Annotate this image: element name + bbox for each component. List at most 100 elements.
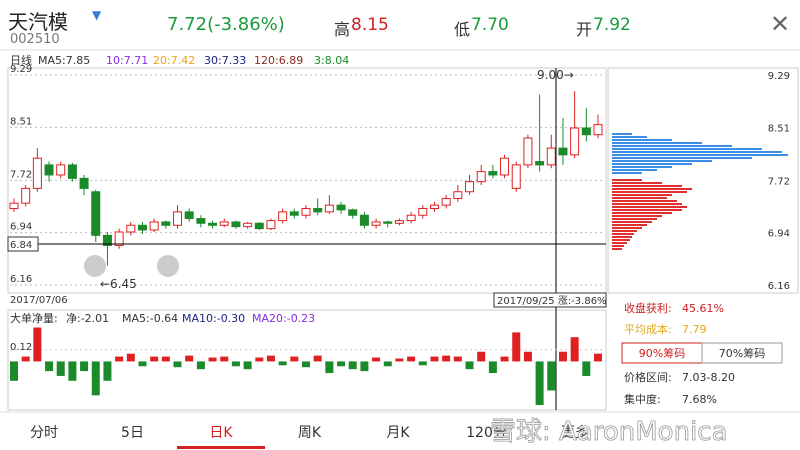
chip-profit [612,142,702,144]
chip-loss [612,239,630,241]
chip-profit [612,160,712,162]
chip-profit [612,172,642,174]
scroll-right[interactable] [157,255,179,277]
net-bar [477,351,486,362]
profit-value: 45.61% [682,302,724,315]
candle-body [219,221,229,226]
tab[interactable]: 月K [386,425,410,441]
chip-loss [612,227,642,229]
dropdown-icon[interactable]: ▼ [92,8,102,22]
chip-profit [612,151,782,153]
candle-body [535,161,545,166]
net-bar [453,356,462,362]
candle-body [581,127,591,136]
candle-body [488,171,498,176]
cost-value: 7.79 [682,323,707,336]
watermark: 雪球: AaronMonica [490,417,728,447]
y-tick-label-right: 9.29 [768,71,790,82]
net-bar [56,361,65,376]
candle-body [383,221,393,224]
tab[interactable]: 5日 [121,425,144,441]
candle-body [406,214,416,222]
candle-body [441,197,451,206]
net-bar [582,361,591,376]
chip-profit [612,148,762,150]
profit-label: 收盘获利: [624,301,672,315]
candle-body [289,211,299,216]
low-marker: ←6.45 [100,277,137,291]
low-value: 7.70 [471,15,509,35]
chip-loss [612,185,682,187]
range-label: 价格区间: [624,370,672,384]
ma-legend-item: 20:7.42 [153,54,195,67]
net-bar [395,358,404,362]
candle-body [359,214,369,226]
net-bar [266,355,275,362]
chip-button-label[interactable]: 70%筹码 [719,346,765,360]
net-bar [278,361,287,366]
chip-loss [612,248,622,250]
candle-body [102,234,112,246]
ma-legend-item: 10:7.71 [106,54,148,67]
chip-loss [612,236,632,238]
candle-body [208,222,218,226]
tab[interactable]: 周K [298,425,322,441]
net-bar [372,357,381,362]
net-bar [243,361,252,370]
candle-body [465,181,475,193]
candle-body [371,221,381,226]
open-label: 开 [576,20,593,39]
cursor-price-box [7,236,39,252]
chip-profit [612,154,788,156]
net-bar [173,361,182,368]
indicator-item: MA20:-0.23 [252,312,315,325]
chip-button[interactable] [701,342,783,364]
candle-body [196,218,206,224]
net-bar [196,361,205,370]
chip-profit [612,169,657,171]
candle-body [278,211,288,222]
chip-loss [612,221,652,223]
chip-button-label[interactable]: 90%筹码 [639,346,685,360]
net-bar [442,355,451,362]
tab[interactable]: 日K [209,425,233,441]
close-button[interactable]: ✕ [770,10,791,38]
net-bar [220,356,229,362]
net-bar [161,356,170,362]
chip-profit [612,136,647,138]
candle-body [114,231,124,246]
y-tick-label-right: 7.72 [768,176,790,187]
candle-body [254,222,264,230]
candle-body [336,204,346,211]
candle-body [453,191,463,199]
tab[interactable]: 更多 [561,424,589,441]
candle-body [91,191,101,236]
net-bar [185,355,194,362]
net-bar [231,361,240,367]
candle-body [161,221,171,226]
candle-body [313,208,323,213]
tab[interactable]: 分时 [30,425,58,441]
stock-name[interactable]: 天汽模 [8,10,68,34]
cursor-info: 2017/09/25 涨:-3.86% [497,295,607,307]
net-bar [91,361,100,396]
stock-code: 002510 [10,32,60,47]
tab[interactable]: 120分 [466,425,507,441]
net-bar [500,356,509,362]
candle-body [137,224,147,231]
open-value: 7.92 [593,15,631,35]
candle-body [429,204,439,210]
y-tick-label: 7.72 [10,169,32,180]
candle-body [21,187,31,204]
net-bar [570,337,579,362]
scroll-left[interactable] [84,255,106,277]
period-label: 日线 [10,53,32,67]
candle-body [523,137,533,166]
chip-loss [612,209,682,211]
candle-body [476,171,486,183]
chip-panel [607,67,799,294]
y-tick-label: 6.16 [10,274,32,285]
chip-loss [612,182,662,184]
indicator-title: 大单净量: [10,311,58,325]
